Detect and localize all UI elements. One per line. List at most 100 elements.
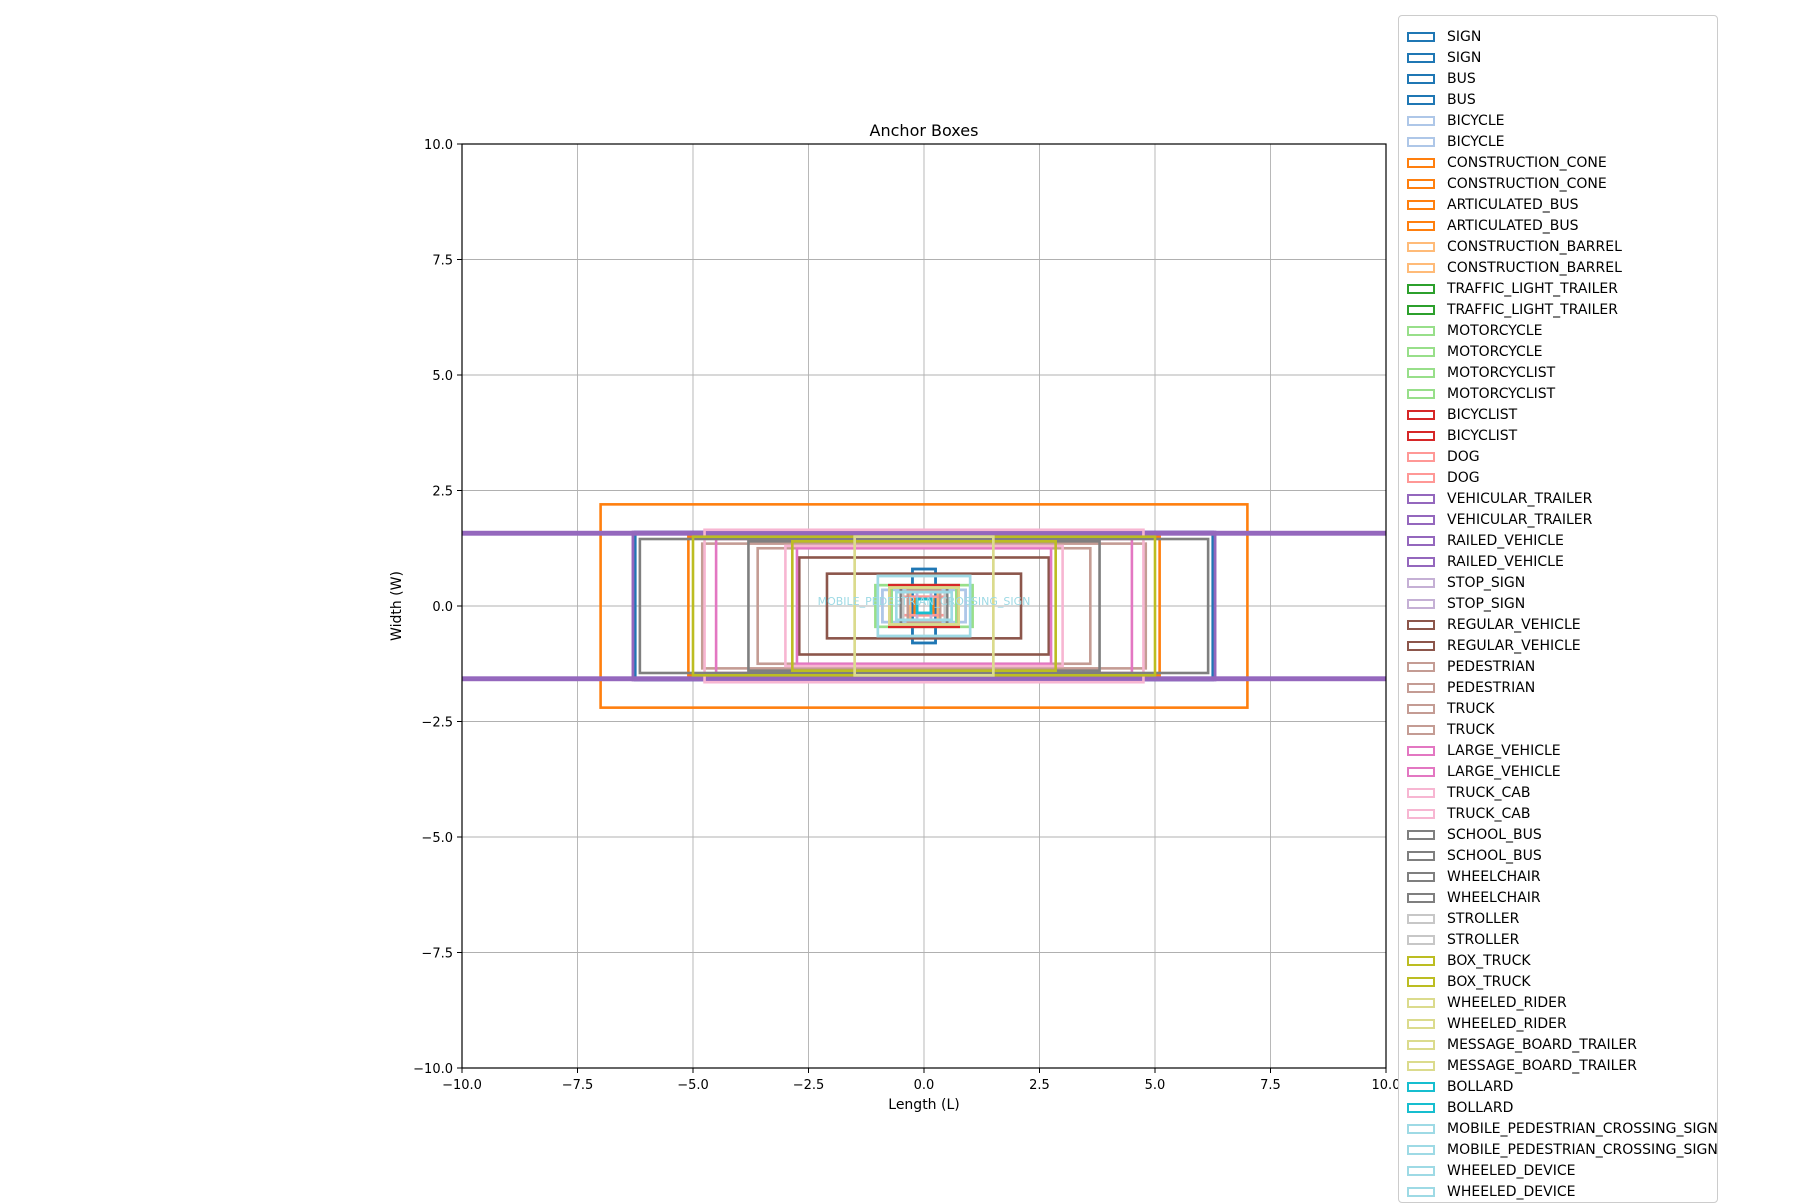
legend-label: BICYCLE [1447,112,1505,129]
legend-swatch [1407,283,1435,294]
legend-label: BUS [1447,70,1476,87]
y-tick-label-3: 2.5 [432,485,453,500]
legend-label: SIGN [1447,49,1482,66]
legend-item: VEHICULAR_TRAILER [1407,488,1592,509]
legend-label: TRUCK_CAB [1447,805,1531,822]
y-tick-label-2: 5.0 [432,369,453,384]
legend-item: MOBILE_PEDESTRIAN_CROSSING_SIGN [1407,1139,1718,1160]
anchor-boxes [462,503,1386,709]
legend-swatch [1407,157,1435,168]
legend-item: BOLLARD [1407,1076,1513,1097]
legend-item: RAILED_VEHICLE [1407,530,1564,551]
legend-item: PEDESTRIAN [1407,677,1535,698]
legend-label: STROLLER [1447,910,1520,927]
legend-item: WHEELED_DEVICE [1407,1181,1575,1202]
legend-item: MESSAGE_BOARD_TRAILER [1407,1055,1637,1076]
legend-item: WHEELED_RIDER [1407,1013,1567,1034]
legend-swatch [1407,703,1435,714]
y-tick-label-1: 7.5 [432,254,453,269]
legend-swatch [1407,94,1435,105]
legend-swatch [1407,766,1435,777]
legend-swatch [1407,577,1435,588]
legend-item: BICYCLE [1407,131,1504,152]
legend-swatch [1407,745,1435,756]
legend-label: BICYCLIST [1447,406,1518,423]
legend-swatch [1407,241,1435,252]
legend-item: MOTORCYCLE [1407,320,1542,341]
x-tick-label-3: −2.5 [793,1078,825,1093]
y-tick-label-6: −5.0 [421,831,453,846]
legend-item: BOX_TRUCK [1407,950,1531,971]
legend-swatch [1407,535,1435,546]
legend-swatch [1407,31,1435,42]
legend-label: VEHICULAR_TRAILER [1447,490,1593,507]
x-tick-label-5: 2.5 [1029,1078,1050,1093]
legend-label: LARGE_VEHICLE [1447,742,1561,759]
legend-swatch [1407,493,1435,504]
legend-swatch [1407,262,1435,273]
legend-swatch [1407,808,1435,819]
legend-item: MOTORCYCLIST [1407,362,1555,383]
legend-label: MOTORCYCLIST [1447,364,1556,381]
y-tick-label-7: −7.5 [421,947,453,962]
anchor-box-47 [888,586,960,626]
y-tick-label-4: 0.0 [432,600,453,615]
legend-swatch [1407,199,1435,210]
legend-label: BUS [1447,91,1476,108]
legend-item: MOTORCYCLE [1407,341,1542,362]
legend-swatch [1407,115,1435,126]
legend-item: MOBILE_PEDESTRIAN_CROSSING_SIGN [1407,1118,1718,1139]
chart-title: Anchor Boxes [870,121,979,140]
legend-swatch [1407,892,1435,903]
legend-item: ARTICULATED_BUS [1407,215,1579,236]
legend-label: STOP_SIGN [1447,574,1526,591]
legend-item: CONSTRUCTION_BARREL [1407,257,1622,278]
legend-label: ARTICULATED_BUS [1447,217,1579,234]
legend-label: LARGE_VEHICLE [1447,763,1561,780]
legend-label: WHEELED_DEVICE [1447,1162,1576,1179]
legend-swatch [1407,619,1435,630]
legend-item: TRUCK [1407,698,1494,719]
legend-swatch [1407,871,1435,882]
legend-label: REGULAR_VEHICLE [1447,616,1581,633]
legend-label: BOX_TRUCK [1447,952,1531,969]
legend-label: REGULAR_VEHICLE [1447,637,1581,654]
legend-label: TRAFFIC_LIGHT_TRAILER [1447,280,1618,297]
legend-swatch [1407,367,1435,378]
legend-swatch [1407,1081,1435,1092]
legend-item: TRUCK_CAB [1407,803,1530,824]
legend-swatch [1407,724,1435,735]
legend-label: TRAFFIC_LIGHT_TRAILER [1447,301,1618,318]
legend-item: DOG [1407,467,1480,488]
legend-item: BUS [1407,89,1476,110]
legend-label: DOG [1447,469,1480,486]
legend-swatch [1407,661,1435,672]
legend-label: CONSTRUCTION_BARREL [1447,238,1622,255]
y-tick-label-0: 10.0 [424,138,453,153]
anchor-box-1 [911,567,937,645]
legend-swatch [1407,1165,1435,1176]
anchor-box-32 [700,542,1148,670]
legend-label: MESSAGE_BOARD_TRAILER [1447,1036,1637,1053]
legend-label: WHEELED_RIDER [1447,1015,1567,1032]
legend-label: BOX_TRUCK [1447,973,1531,990]
legend: SIGN SIGN BUS BUS BICYCLE BICYCLE CONSTRUCTION… [1398,15,1718,1203]
legend-swatch [1407,556,1435,567]
x-tick-label-4: 0.0 [914,1078,935,1093]
legend-label: RAILED_VEHICLE [1447,553,1564,570]
axis-ticks: −10.0 −7.5 −5.0 −2.5 0.0 2.5 5.0 7.5 10.0 10.0 7.5… [413,138,1400,1093]
legend-item: VEHICULAR_TRAILER [1407,509,1592,530]
legend-swatch [1407,178,1435,189]
legend-label: BICYCLE [1447,133,1505,150]
center-annotation: MOBILE_PEDESTRIAN_CROSSING_SIGN [818,595,1031,608]
legend-label: ARTICULATED_BUS [1447,196,1579,213]
x-tick-label-8: 10.0 [1372,1078,1401,1093]
x-tick-label-6: 5.0 [1145,1078,1166,1093]
legend-item: REGULAR_VEHICLE [1407,635,1581,656]
anchor-box-34 [795,546,1053,666]
legend-swatch [1407,514,1435,525]
anchor-box-25 [462,533,1386,679]
legend-label: MOTORCYCLE [1447,343,1543,360]
legend-label: SCHOOL_BUS [1447,826,1542,843]
legend-item: MESSAGE_BOARD_TRAILER [1407,1034,1637,1055]
